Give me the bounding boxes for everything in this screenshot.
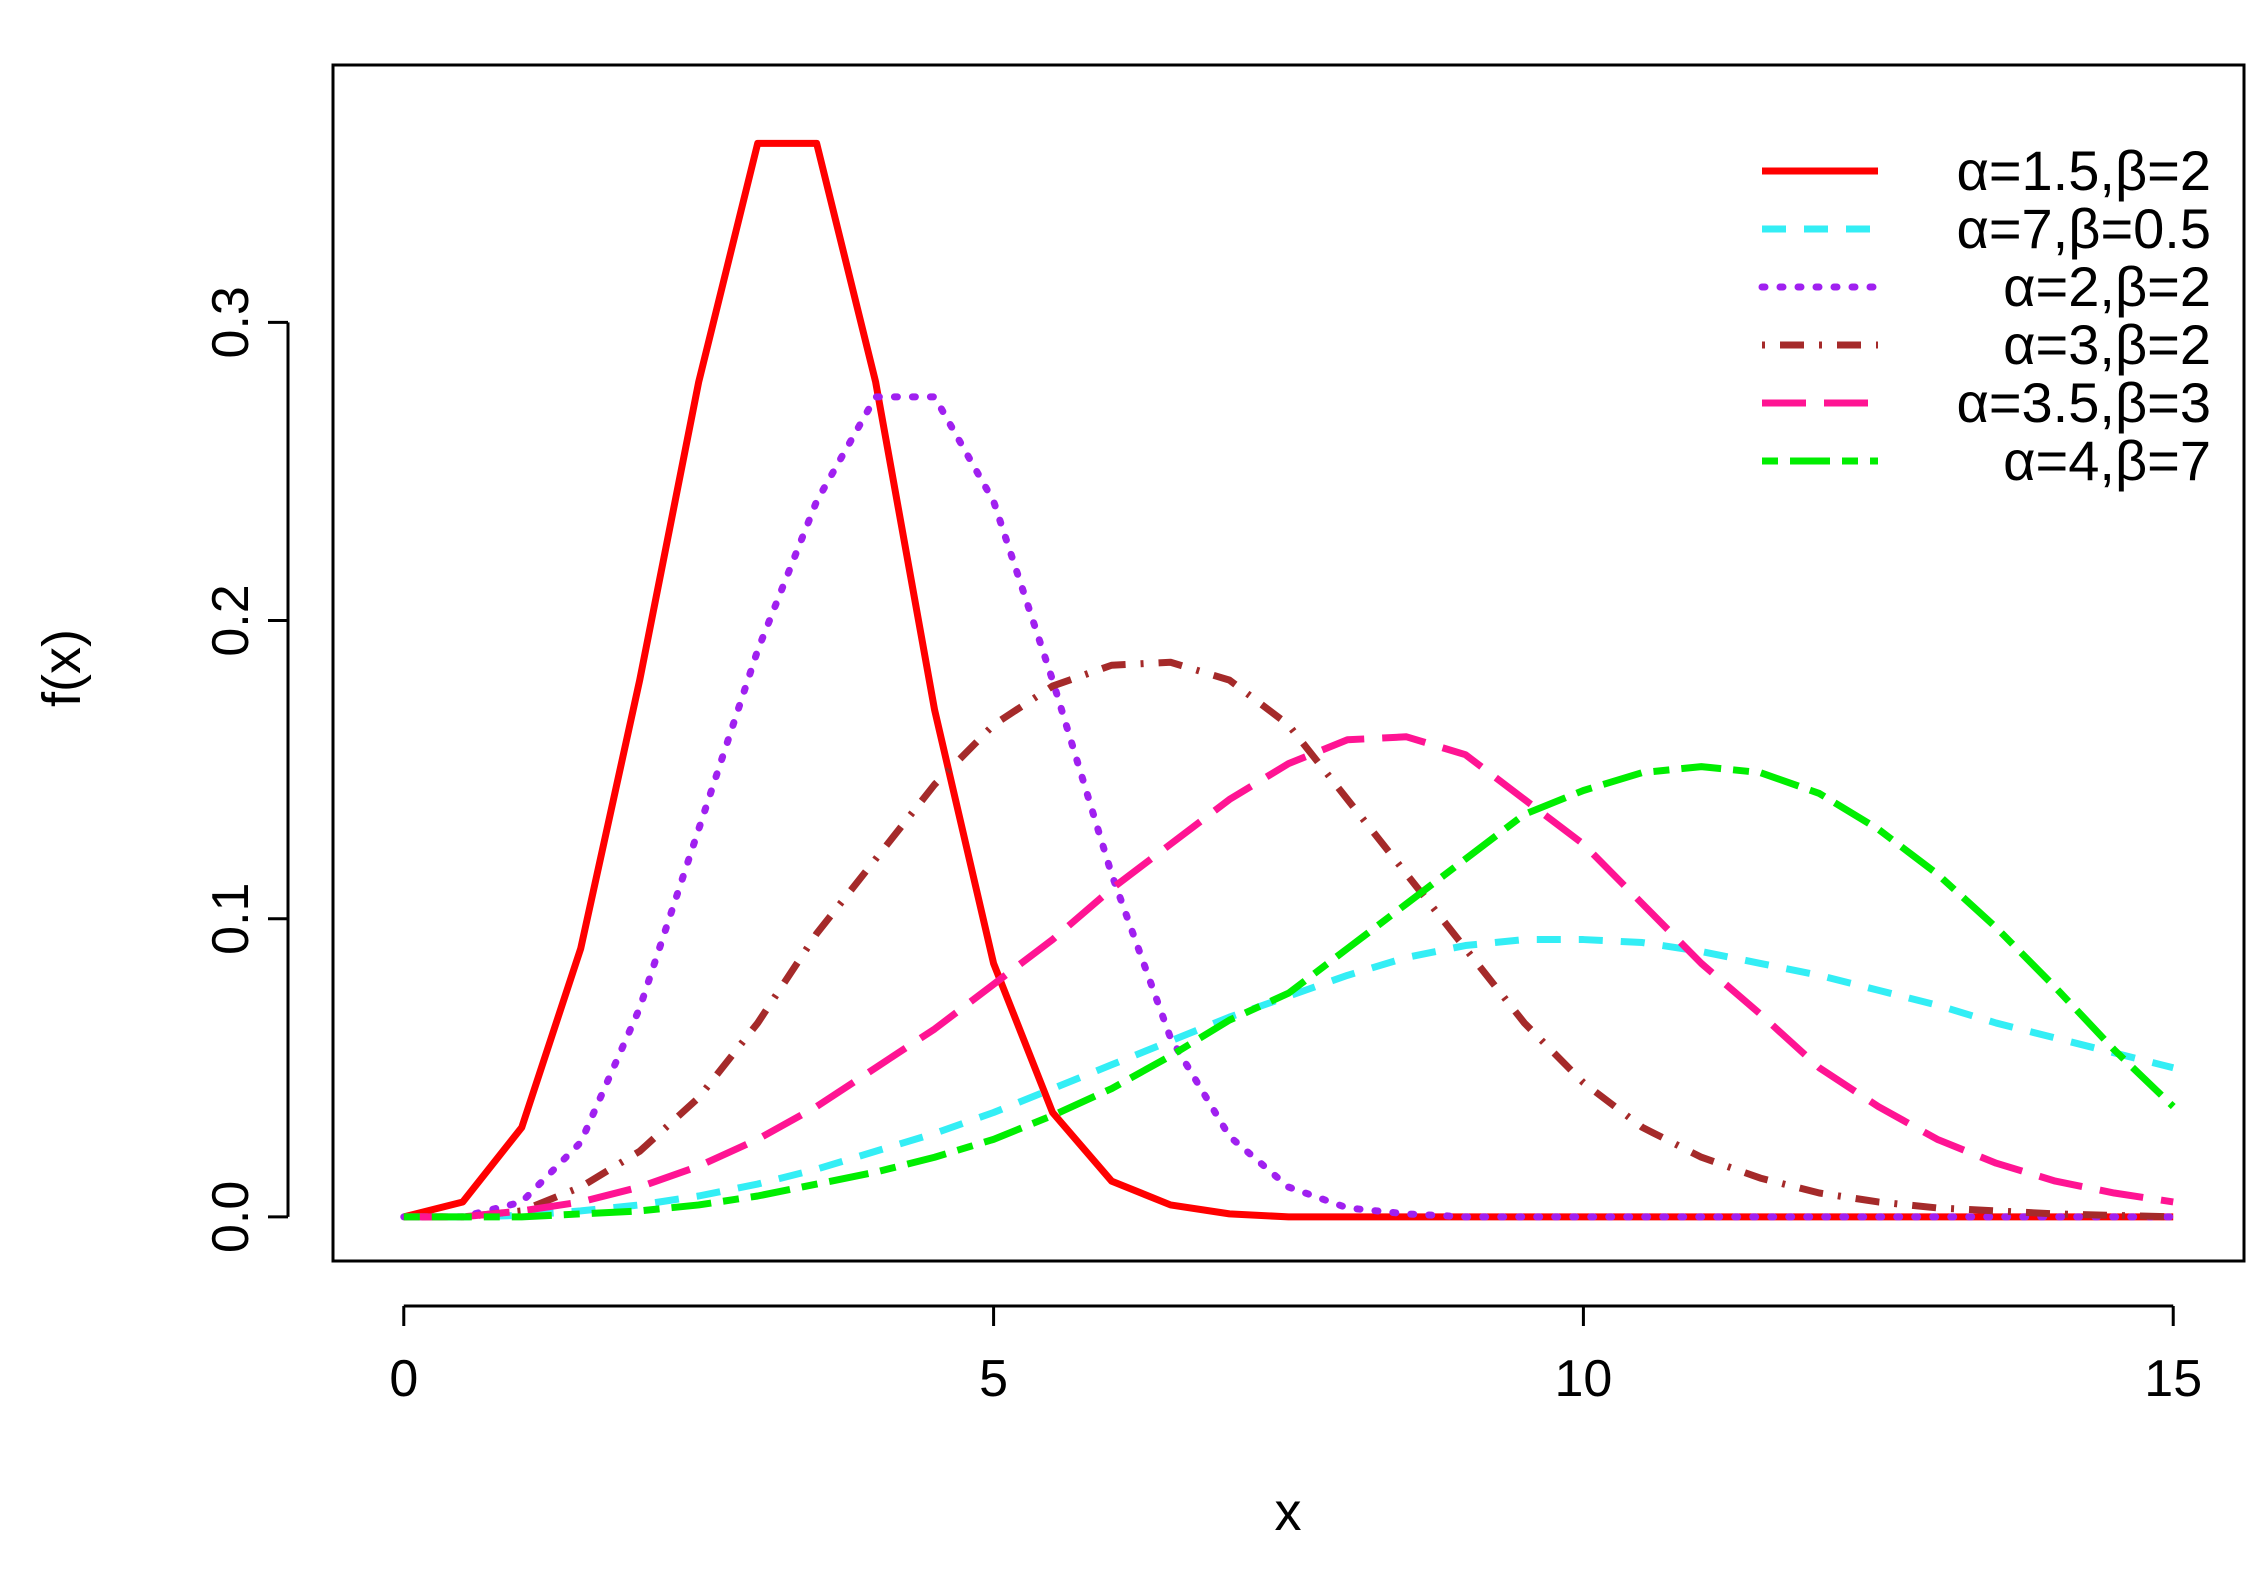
series-line [403, 658, 2174, 1221]
y-tick-label: 0.0 [202, 1181, 260, 1253]
series-line [402, 139, 2174, 1221]
x-axis-title: x [1275, 1482, 1302, 1542]
y-tick-label: 0.1 [202, 883, 260, 955]
x-tick-label: 0 [389, 1350, 418, 1408]
x-tick-label: 5 [979, 1350, 1008, 1408]
y-tick-label: 0.2 [202, 584, 260, 656]
plot-frame [331, 63, 2246, 1263]
legend-label: α=2,β=2 [2003, 255, 2211, 318]
series-line [403, 733, 2174, 1221]
legend-label: α=7,β=0.5 [1956, 197, 2211, 260]
legend-label: α=1.5,β=2 [1956, 139, 2211, 202]
x-tick-label: 10 [1554, 1350, 1612, 1408]
series-line [400, 393, 2177, 1221]
y-axis-title: f(x) [32, 629, 92, 707]
legend-label: α=4,β=7 [2003, 429, 2211, 492]
legend-label: α=3,β=2 [2003, 313, 2211, 376]
legend-label: α=3.5,β=3 [1956, 371, 2211, 434]
y-tick-label: 0.3 [202, 286, 260, 358]
x-tick-label: 15 [2144, 1350, 2202, 1408]
series-line [403, 763, 2176, 1221]
series-line [403, 936, 2175, 1221]
